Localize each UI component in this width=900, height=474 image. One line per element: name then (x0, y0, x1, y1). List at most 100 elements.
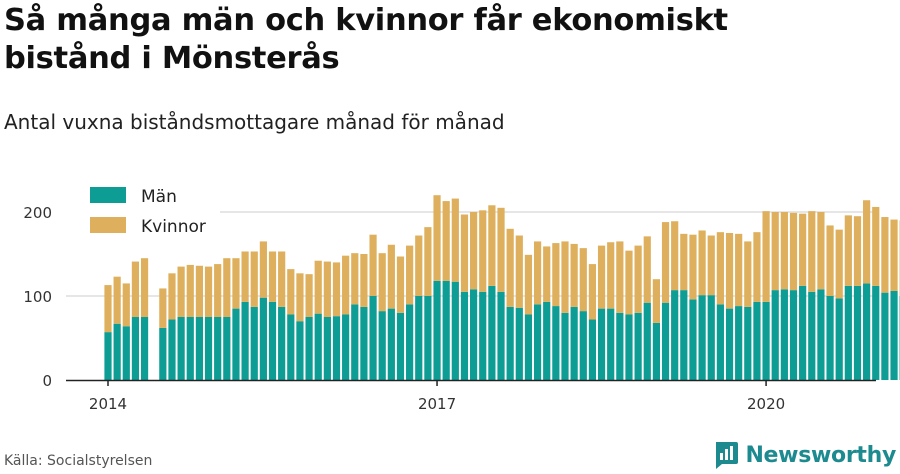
bar-man (853, 285, 862, 380)
bar-man (323, 317, 331, 380)
bar-man (278, 306, 286, 380)
bar-man (716, 304, 724, 380)
bar-man (634, 312, 642, 380)
bar-woman (661, 222, 670, 303)
bar-woman (314, 260, 322, 314)
bar-woman (305, 274, 313, 317)
page-title: Så många män och kvinnor får ekonomiskt … (4, 2, 884, 78)
bar-man (287, 314, 295, 380)
bar-man (698, 295, 706, 380)
bar-woman (753, 232, 761, 302)
bar-woman (342, 255, 350, 315)
bar-woman (259, 241, 267, 298)
bar-man (241, 301, 249, 380)
bar-man (789, 290, 798, 380)
bar-woman (588, 264, 597, 320)
bar-man (735, 306, 743, 380)
bar-man (616, 312, 624, 380)
bar-woman (424, 227, 432, 296)
legend-label: Män (141, 187, 177, 207)
bar-woman (808, 211, 816, 292)
bars (104, 195, 900, 380)
bar-woman (360, 254, 368, 307)
bar-man (305, 317, 313, 380)
bar-woman (762, 211, 770, 302)
newsworthy-logo-icon (716, 442, 739, 469)
bar-man (561, 312, 569, 380)
bar-woman (597, 245, 606, 309)
bar-man (607, 308, 615, 380)
bar-man (872, 285, 880, 380)
bar-man (104, 332, 112, 380)
bar-man (524, 314, 533, 380)
legend: Män Kvinnor (64, 180, 220, 240)
bar-man (250, 306, 258, 380)
bar-woman (671, 221, 679, 291)
title-line-1: Så många män och kvinnor får ekonomiskt (4, 3, 728, 38)
bar-man (204, 317, 213, 380)
bar-woman (872, 206, 880, 286)
bar-man (497, 291, 505, 380)
bar-man (597, 308, 606, 380)
bar-man (661, 302, 670, 380)
bar-woman (579, 248, 587, 312)
bar-man (342, 314, 350, 380)
bar-man (387, 308, 395, 380)
bar-woman (817, 212, 825, 290)
bar-woman (725, 233, 734, 309)
bar-woman (616, 241, 624, 313)
bar-woman (780, 212, 788, 290)
bar-woman (561, 241, 569, 313)
bar-woman (278, 251, 286, 307)
bar-man (808, 291, 816, 380)
bar-woman (460, 214, 469, 292)
bar-woman (698, 230, 706, 296)
bar-man (332, 316, 341, 380)
bar-man (214, 317, 222, 380)
bar-woman (186, 264, 194, 317)
legend-swatch (90, 187, 126, 203)
bar-man (671, 290, 679, 380)
bar-woman (506, 228, 514, 307)
bar-man (826, 296, 834, 380)
bar-woman (881, 217, 889, 293)
bar-woman (378, 253, 386, 312)
bar-man (725, 308, 734, 380)
bar-man (780, 289, 788, 380)
bar-man (140, 317, 149, 380)
bar-woman (140, 258, 149, 317)
bar-woman (533, 241, 542, 305)
bar-woman (268, 251, 277, 302)
bar-man (652, 322, 660, 380)
bar-woman (716, 232, 724, 305)
legend-label: Kvinnor (141, 217, 206, 237)
bar-man (232, 308, 240, 380)
bar-man (131, 317, 140, 380)
bar-woman (863, 200, 871, 284)
y-tick-label: 200 (23, 204, 52, 222)
chart-subtitle: Antal vuxna biståndsmottagare månad för … (4, 110, 505, 134)
bar-man (543, 301, 551, 380)
bar-woman (122, 283, 130, 327)
bar-woman (643, 236, 651, 303)
bar-man (579, 311, 587, 380)
bar-woman (159, 288, 167, 328)
bar-man (195, 317, 203, 380)
bar-woman (406, 245, 414, 305)
legend-swatch (90, 217, 126, 233)
bar-woman (470, 212, 478, 290)
bar-woman (396, 256, 405, 313)
bar-man (552, 306, 560, 380)
bar-woman (689, 234, 697, 300)
bar-man (186, 317, 194, 380)
brand-logo[interactable]: Newsworthy (713, 440, 896, 470)
bar-man (533, 304, 542, 380)
bar-woman (488, 205, 496, 286)
source-note: Källa: Socialstyrelsen (4, 453, 153, 469)
bar-man (369, 296, 377, 380)
bar-man (159, 327, 167, 380)
bar-woman (853, 216, 862, 286)
bar-man (168, 319, 176, 380)
bar-man (433, 280, 441, 380)
